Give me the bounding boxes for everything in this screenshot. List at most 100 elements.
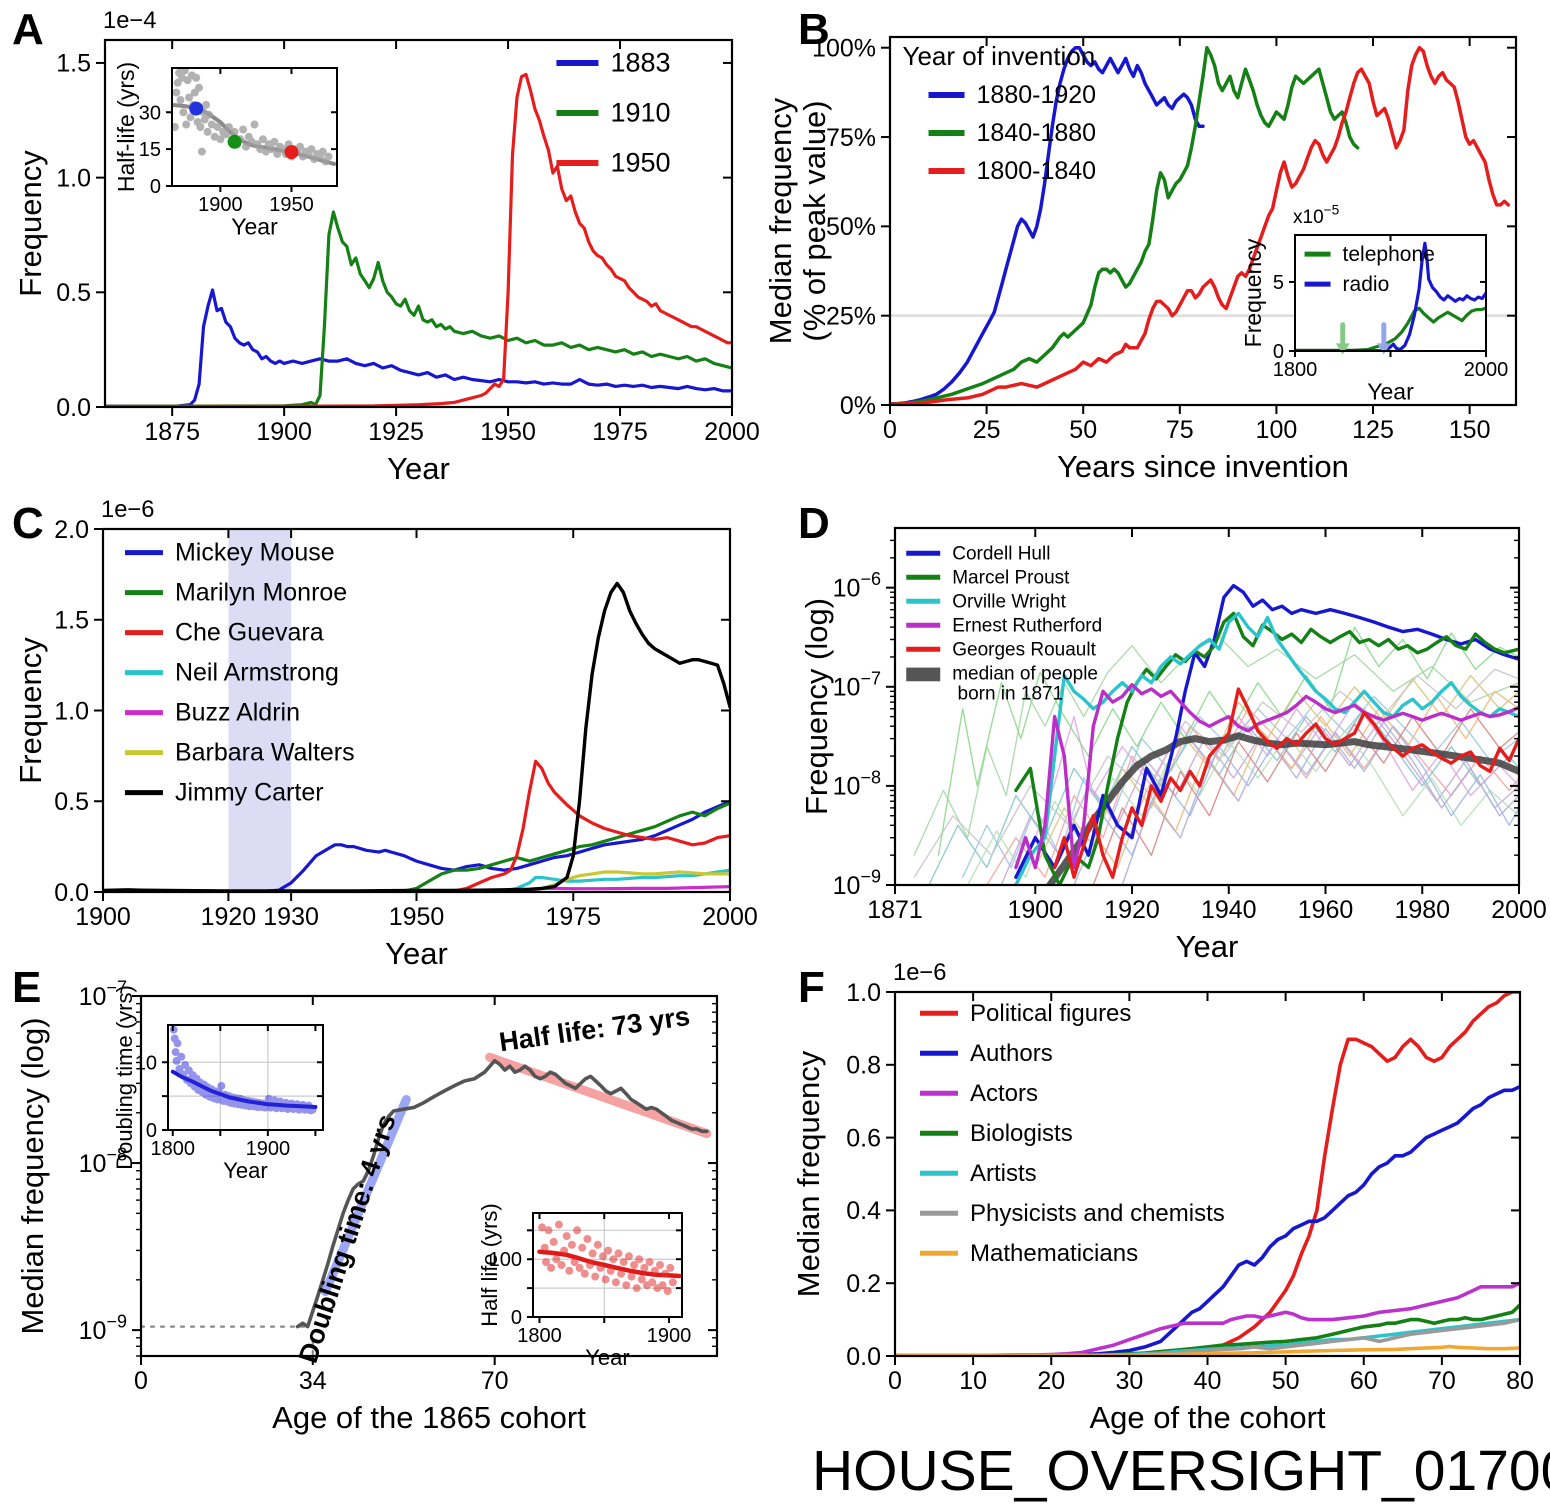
y-tick-label: 0.6 bbox=[846, 1124, 881, 1152]
series-Authors bbox=[894, 1084, 1521, 1357]
legend-item-label: Neil Armstrong bbox=[175, 659, 339, 687]
panel-label-b: B bbox=[798, 5, 830, 54]
x-tick-label: 70 bbox=[481, 1367, 509, 1395]
legend-item-label: 1800-1840 bbox=[977, 157, 1097, 185]
annotation-text: Doubling time: 4 yrs bbox=[293, 1110, 402, 1366]
legend-item-label: Buzz Aldrin bbox=[175, 699, 300, 727]
plot-E-inset-doubling: 1800 1900 0 10 Year Doubling time (yrs) bbox=[112, 985, 324, 1183]
x-tick-label: 1975 bbox=[592, 418, 648, 446]
panel-e-chart: 0 34 70 10−9 10−8 10−7 Age of the 1865 cohort M… bbox=[15, 978, 719, 1435]
x-tick-label: 125 bbox=[1352, 416, 1394, 444]
x-tick-label: 1980 bbox=[1394, 896, 1450, 924]
axes-box bbox=[171, 67, 338, 187]
x-tick-label: 30 bbox=[1115, 1367, 1143, 1395]
x-axis-label: Year bbox=[1176, 929, 1239, 964]
x-axis-label: Age of the cohort bbox=[1089, 1400, 1325, 1435]
x-tick-label: 1950 bbox=[389, 903, 445, 931]
legend-item-label: telephone bbox=[1343, 243, 1435, 266]
legend-item-label: Mathematicians bbox=[970, 1240, 1138, 1267]
series-radio bbox=[1294, 241, 1487, 352]
y-tick-label: 15 bbox=[139, 139, 161, 161]
y-axis-label: Frequency bbox=[1240, 238, 1266, 347]
x-tick-label: 50 bbox=[1069, 416, 1097, 444]
series-median-frequency-1865-cohort bbox=[295, 1058, 709, 1329]
y-tick-label: 1.5 bbox=[54, 607, 89, 635]
x-tick-label: 34 bbox=[299, 1367, 327, 1395]
series-Che Guevara bbox=[102, 759, 731, 893]
x-tick-label: 70 bbox=[1428, 1367, 1456, 1395]
x-axis-label: Age of the 1865 cohort bbox=[272, 1400, 586, 1435]
axes-box bbox=[139, 994, 719, 1358]
x-tick-label: 1930 bbox=[263, 903, 319, 931]
axis-offset-label: 1e−4 bbox=[103, 7, 157, 34]
x-axis-label: Year bbox=[1367, 379, 1414, 405]
x-tick-label: 1920 bbox=[201, 903, 257, 931]
y-axis-label: Frequency bbox=[13, 637, 48, 784]
y-tick-label: 0 bbox=[511, 1307, 522, 1329]
x-tick-label: 1940 bbox=[1201, 896, 1257, 924]
y-tick-label: 10−6 bbox=[833, 569, 881, 602]
y-tick-label: 0.4 bbox=[846, 1197, 881, 1225]
y-tick-label: 2.0 bbox=[54, 516, 89, 544]
x-tick-label: 40 bbox=[1194, 1367, 1222, 1395]
panel-e: 0 34 70 10−9 10−8 10−7 Age of the 1865 cohort M… bbox=[0, 966, 775, 1438]
panel-f: 0 10 20 30 40 50 60 70 80 0.0 0.2 0.4 0.6 0.8 1.0 Age o… bbox=[775, 959, 1550, 1438]
annotation-text: Half life: 73 yrs bbox=[497, 1001, 691, 1057]
axis-offset-label: x10−5 bbox=[1293, 202, 1340, 228]
plot-A: 1875 1900 1925 1950 1975 2000 0.0 0.5 1.0 1.5 Year… bbox=[13, 7, 760, 486]
x-tick-label: 50 bbox=[1272, 1367, 1300, 1395]
x-tick-label: 1900 bbox=[256, 418, 312, 446]
legend-swatch bbox=[906, 667, 941, 682]
legend-item-label: Orville Wright bbox=[952, 591, 1066, 612]
y-tick-label: 0% bbox=[840, 392, 876, 420]
x-tick-label: 1920 bbox=[1104, 896, 1160, 924]
series-Mathematicians bbox=[894, 1344, 1521, 1357]
y-axis-label: Median frequency(% of peak value) bbox=[763, 97, 832, 344]
series-1840-1880 bbox=[889, 45, 1360, 406]
y-tick-label: 0 bbox=[1273, 341, 1284, 363]
annotation-arrowhead bbox=[1335, 343, 1350, 355]
axes-box bbox=[888, 35, 1518, 407]
scatter-dot-1950 bbox=[284, 145, 299, 160]
panel-c: 1900 1920 1930 1950 1975 2000 0.0 0.5 1.0 1.5 2.0 Y… bbox=[0, 496, 775, 971]
x-tick-label: 20 bbox=[1037, 1367, 1065, 1395]
x-tick-label: 2000 bbox=[1491, 896, 1547, 924]
x-tick-label: 80 bbox=[1506, 1367, 1534, 1395]
x-tick-label: 25 bbox=[973, 416, 1001, 444]
y-tick-label: 0.8 bbox=[846, 1052, 881, 1080]
x-tick-label: 1800 bbox=[517, 1325, 562, 1347]
y-tick-label: 0.2 bbox=[846, 1270, 881, 1298]
panel-a-chart: 1875 1900 1925 1950 1975 2000 0.0 0.5 1.0 1.5 Year… bbox=[13, 7, 760, 486]
scatter-dot-1883 bbox=[189, 101, 204, 116]
legend-item-label: 1910 bbox=[610, 98, 670, 128]
panel-c-chart: 1900 1920 1930 1950 1975 2000 0.0 0.5 1.0 1.5 2.0 Y… bbox=[13, 496, 758, 971]
panel-label-a: A bbox=[12, 5, 44, 54]
x-tick-label: 1900 bbox=[198, 194, 243, 216]
x-tick-label: 10 bbox=[959, 1367, 987, 1395]
y-axis-label: Half-life (yrs) bbox=[113, 62, 139, 192]
x-axis-label: Year bbox=[223, 1158, 267, 1183]
series-Georges Rouault bbox=[1052, 687, 1520, 879]
x-tick-label: 1871 bbox=[867, 896, 923, 924]
legend: Political figures Authors Actors Biologists… bbox=[920, 1000, 1225, 1267]
x-tick-label: 0 bbox=[883, 416, 897, 444]
axes-box bbox=[167, 1024, 324, 1131]
legend-item-label: Che Guevara bbox=[175, 619, 324, 647]
y-tick-label: 1.0 bbox=[846, 979, 881, 1007]
y-tick-label: 0.0 bbox=[846, 1343, 881, 1371]
panel-b: 0 25 50 75 100 125 150 0% 25% 50% 75% 100% Years sin… bbox=[763, 0, 1550, 497]
legend-item-label: Authors bbox=[970, 1040, 1053, 1067]
y-axis-label: Frequency (log) bbox=[799, 598, 834, 815]
x-tick-label: 2000 bbox=[702, 903, 758, 931]
y-tick-label: 10−8 bbox=[833, 767, 881, 800]
panel-a: 1875 1900 1925 1950 1975 2000 0.0 0.5 1.0 1.5 Year… bbox=[0, 0, 775, 497]
series-1910 bbox=[104, 210, 733, 408]
x-tick-label: 1975 bbox=[545, 903, 601, 931]
legend-item-label: Barbara Walters bbox=[175, 739, 355, 767]
legend-item-label: Physicists and chemists bbox=[970, 1200, 1225, 1227]
y-tick-label: 1.0 bbox=[56, 164, 91, 192]
document-id-label: HOUSE_OVERSIGHT_017005 bbox=[812, 1439, 1550, 1503]
series-Mickey Mouse bbox=[102, 799, 731, 893]
